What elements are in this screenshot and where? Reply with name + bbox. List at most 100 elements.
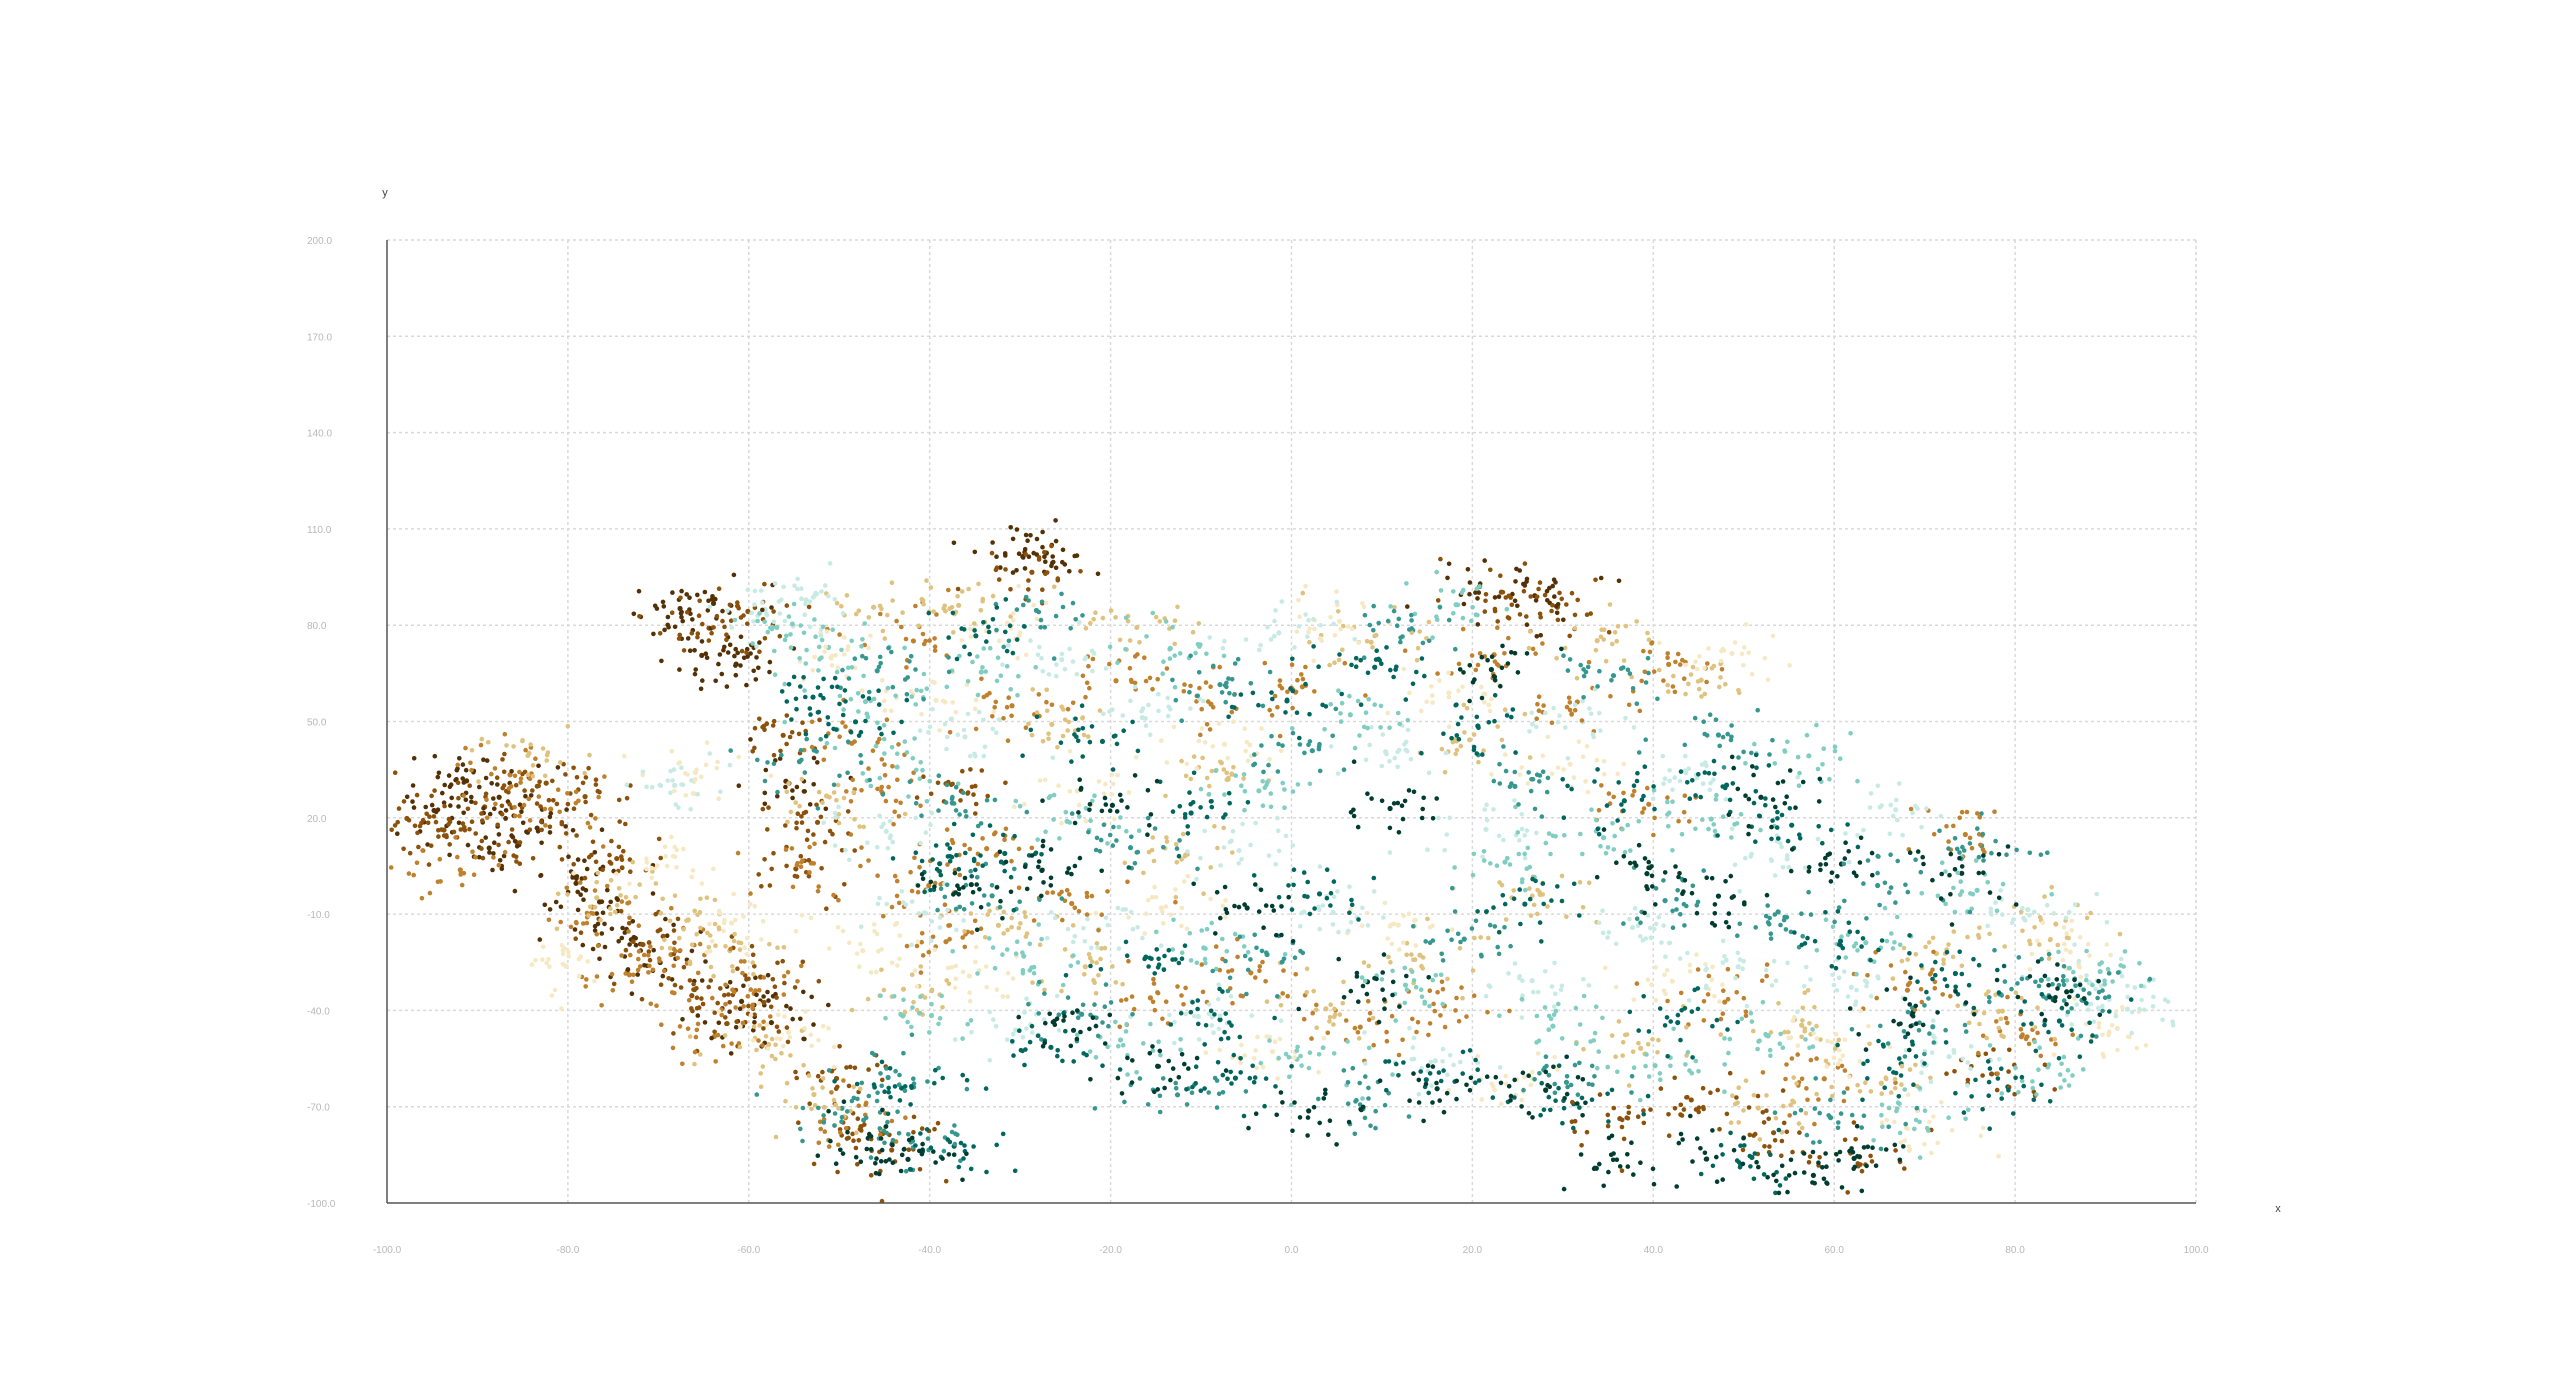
- scatter-point: [1508, 595, 1513, 600]
- scatter-point: [818, 737, 823, 742]
- scatter-point: [1245, 949, 1251, 955]
- scatter-point: [1517, 568, 1522, 573]
- scatter-point: [750, 749, 755, 754]
- scatter-point: [1855, 1161, 1861, 1166]
- scatter-point: [1145, 815, 1151, 821]
- scatter-point: [1814, 1023, 1819, 1029]
- scatter-point: [672, 788, 677, 794]
- scatter-point: [619, 935, 625, 941]
- scatter-point: [700, 1001, 706, 1007]
- scatter-point: [1173, 842, 1179, 847]
- scatter-point: [1147, 675, 1153, 681]
- scatter-point: [1094, 835, 1100, 841]
- scatter-point: [1278, 1018, 1284, 1023]
- scatter-point: [1220, 903, 1225, 909]
- scatter-point: [1830, 972, 1835, 978]
- scatter-point: [596, 794, 601, 800]
- scatter-point: [920, 953, 926, 958]
- scatter-point: [1223, 915, 1228, 920]
- scatter-point: [635, 972, 640, 977]
- scatter-point: [2025, 907, 2031, 913]
- scatter-point: [470, 849, 475, 854]
- scatter-point: [1847, 1074, 1852, 1079]
- scatter-point: [902, 645, 907, 651]
- scatter-point: [1242, 807, 1247, 813]
- scatter-point: [911, 1114, 917, 1120]
- scatter-point: [1107, 832, 1113, 838]
- scatter-point: [1772, 873, 1778, 878]
- scatter-point: [1128, 698, 1133, 704]
- scatter-point: [900, 986, 907, 992]
- scatter-point: [1675, 888, 1680, 893]
- scatter-point: [1705, 661, 1710, 666]
- scatter-point: [975, 861, 981, 867]
- scatter-point: [1598, 728, 1603, 733]
- scatter-point: [1306, 1108, 1312, 1114]
- scatter-point: [1059, 896, 1065, 901]
- scatter-point: [2042, 894, 2047, 899]
- scatter-point: [831, 782, 837, 788]
- scatter-point: [1024, 1026, 1029, 1031]
- scatter-point: [687, 959, 693, 965]
- scatter-point: [695, 1013, 701, 1018]
- scatter-point: [909, 942, 914, 948]
- scatter-point: [1045, 890, 1050, 895]
- scatter-point: [1214, 1105, 1220, 1110]
- scatter-point: [756, 665, 761, 671]
- scatter-point: [851, 1084, 856, 1090]
- scatter-point: [1605, 1112, 1611, 1118]
- scatter-point: [689, 948, 695, 954]
- scatter-point: [1535, 911, 1540, 917]
- scatter-point: [1408, 756, 1414, 762]
- scatter-point: [1475, 622, 1481, 627]
- scatter-point: [990, 593, 996, 599]
- scatter-point: [1074, 1032, 1080, 1038]
- scatter-point: [1694, 775, 1700, 781]
- scatter-point: [1244, 905, 1250, 911]
- scatter-point: [2005, 994, 2010, 1000]
- scatter-point: [1677, 778, 1683, 784]
- scatter-point: [1501, 837, 1506, 843]
- scatter-point: [923, 830, 929, 835]
- scatter-point: [640, 769, 646, 775]
- scatter-point: [458, 827, 464, 832]
- scatter-point: [512, 813, 518, 819]
- scatter-point: [1206, 1090, 1211, 1095]
- scatter-point: [1606, 630, 1612, 635]
- scatter-point: [1221, 845, 1227, 850]
- scatter-point: [593, 816, 598, 821]
- scatter-point: [1040, 668, 1045, 674]
- scatter-point: [1740, 966, 1745, 971]
- scatter-point: [875, 901, 881, 907]
- scatter-point: [2129, 1030, 2134, 1036]
- scatter-point: [777, 756, 783, 761]
- scatter-point: [537, 779, 542, 785]
- scatter-point: [1418, 987, 1424, 992]
- scatter-point: [1458, 743, 1464, 749]
- scatter-point: [1066, 719, 1072, 725]
- scatter-point: [1770, 1130, 1777, 1136]
- scatter-point: [811, 782, 816, 787]
- scatter-point: [1053, 518, 1058, 523]
- scatter-point: [765, 629, 771, 635]
- scatter-point: [772, 648, 777, 654]
- scatter-point: [1229, 676, 1235, 682]
- scatter-point: [1345, 1039, 1350, 1044]
- scatter-point: [831, 1064, 837, 1070]
- scatter-point: [1996, 1025, 2002, 1031]
- scatter-point: [1060, 604, 1066, 610]
- scatter-point: [2048, 936, 2053, 942]
- scatter-point: [406, 871, 412, 876]
- scatter-point: [836, 1106, 841, 1111]
- scatter-point: [1145, 1102, 1151, 1107]
- scatter-point: [946, 655, 951, 660]
- scatter-point: [1025, 538, 1030, 543]
- scatter-point: [1729, 835, 1734, 840]
- scatter-point: [904, 665, 909, 670]
- scatter-point: [2000, 912, 2005, 917]
- scatter-point: [1994, 1019, 1999, 1024]
- scatter-point: [1103, 781, 1108, 787]
- scatter-point: [959, 638, 965, 643]
- scatter-point: [1534, 1040, 1539, 1045]
- scatter-point: [1843, 955, 1849, 960]
